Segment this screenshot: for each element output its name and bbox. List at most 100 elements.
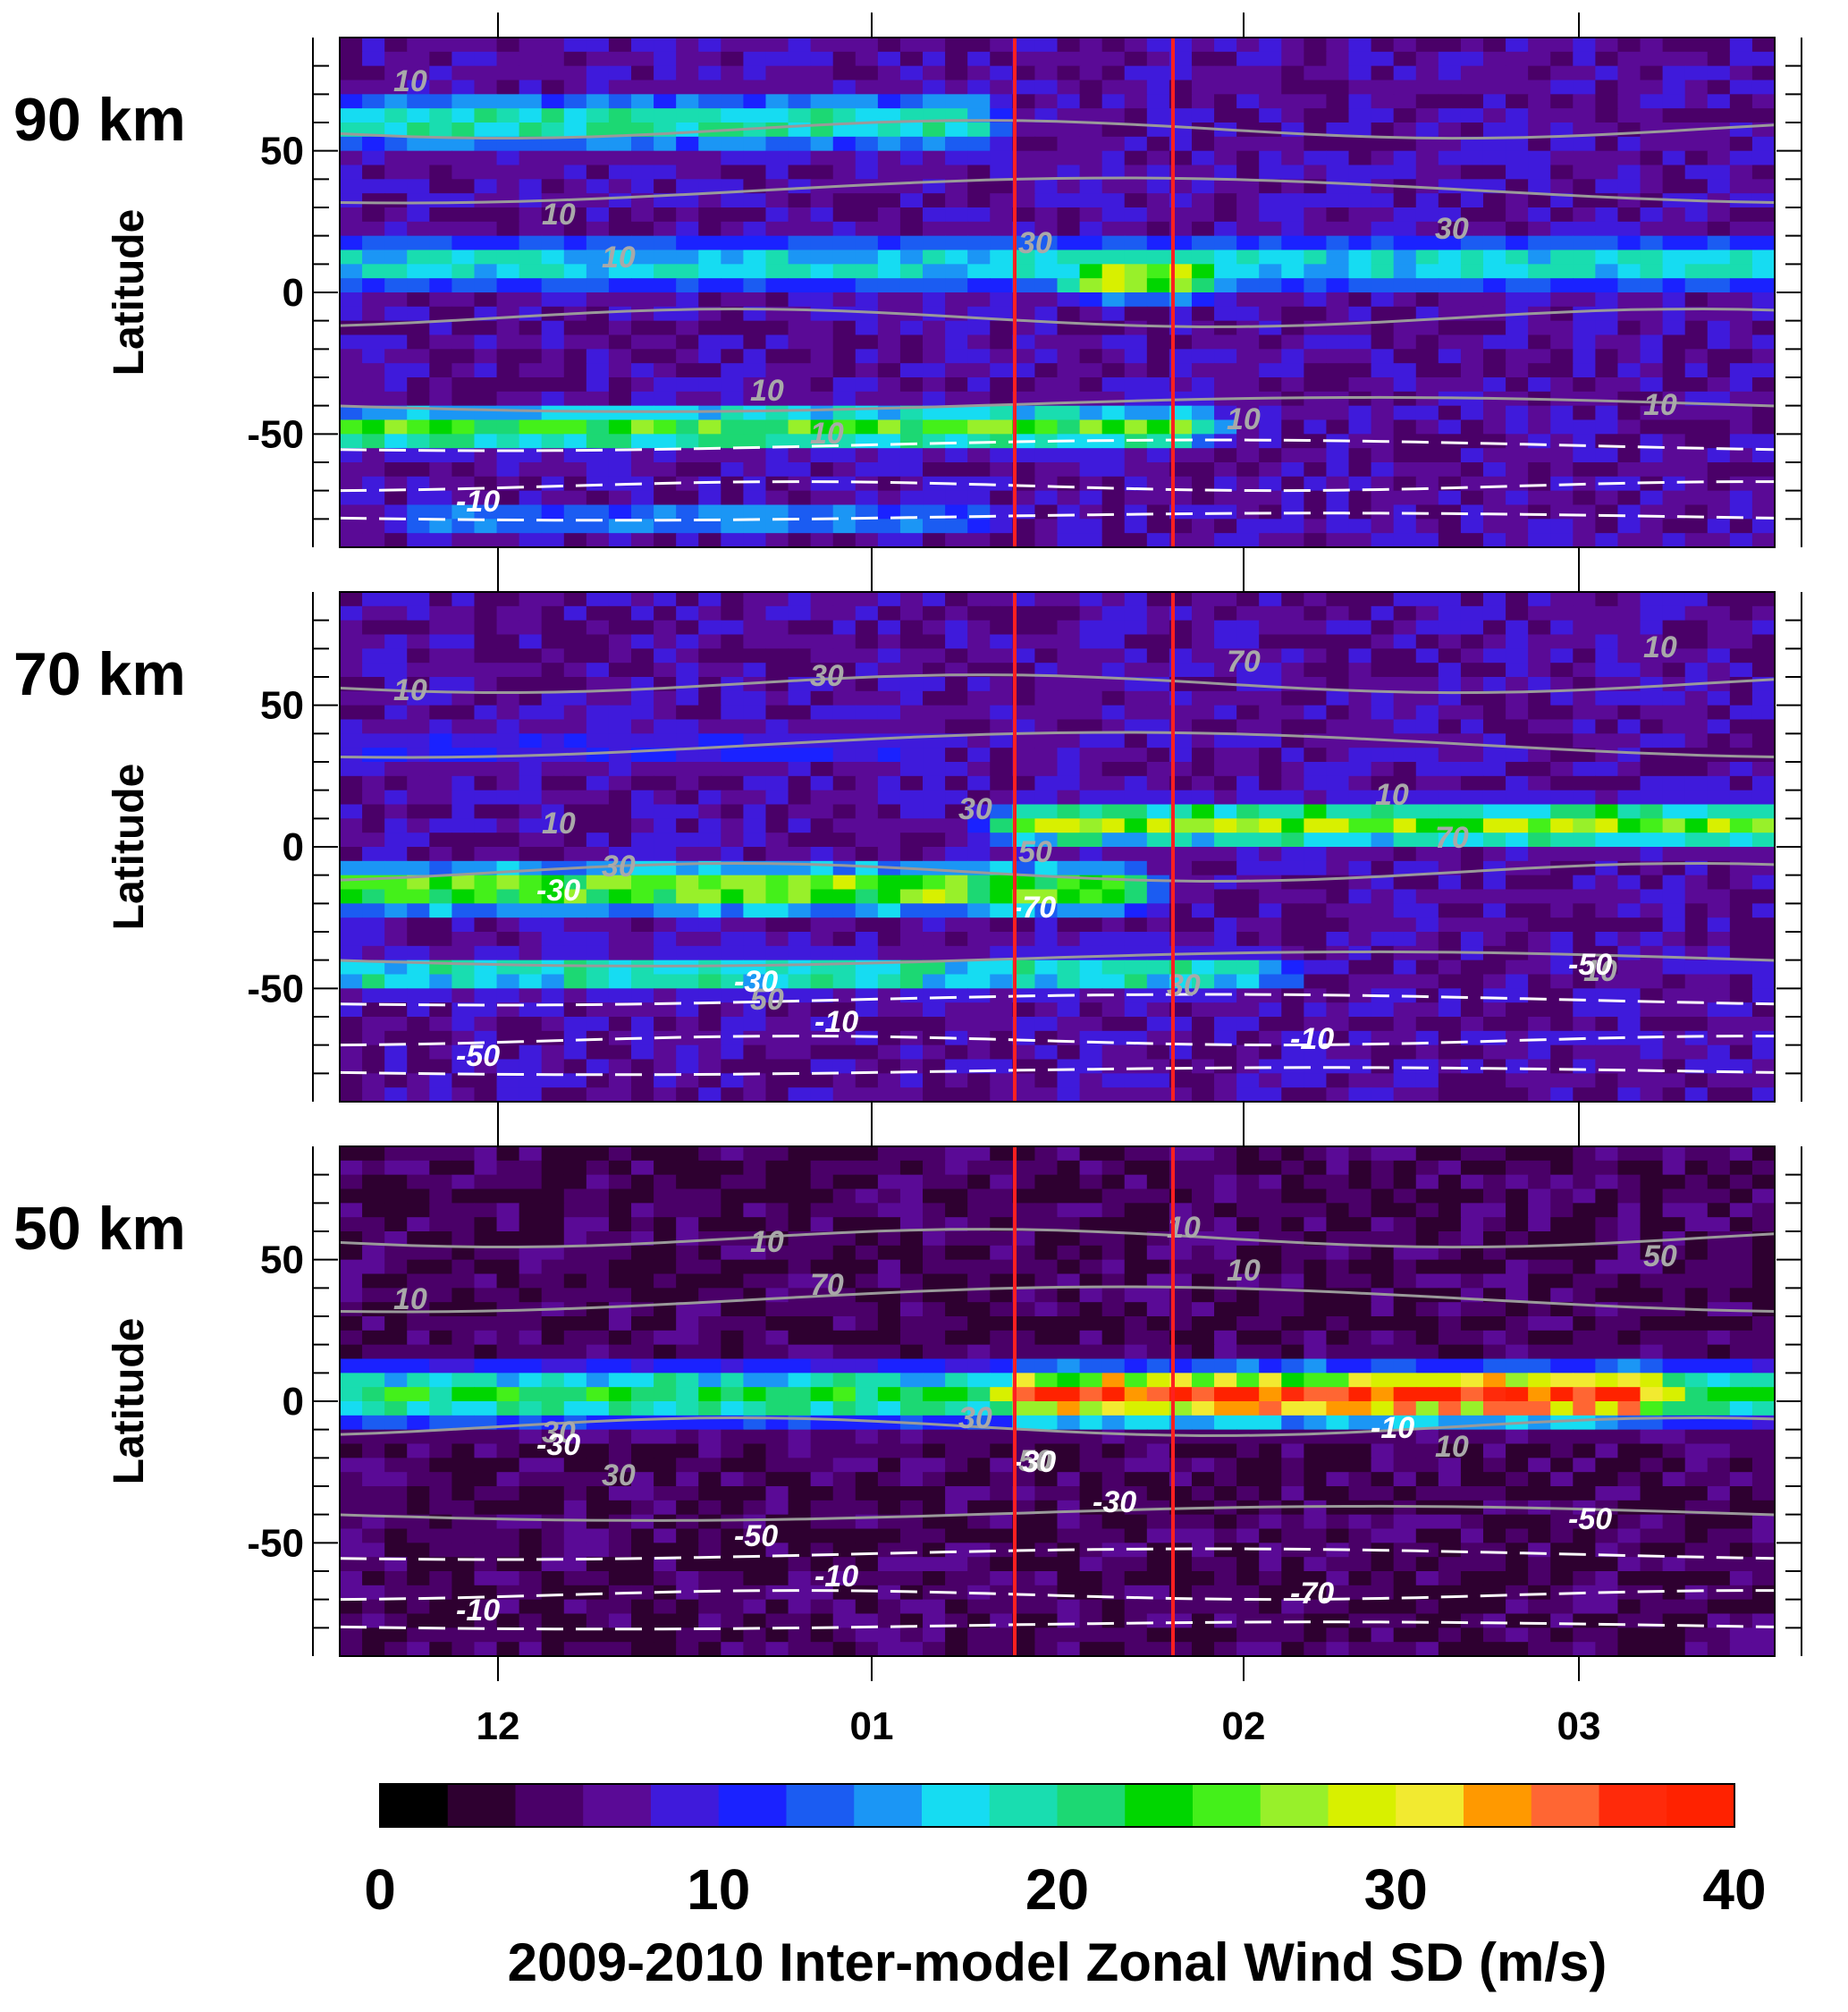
heat-cell	[945, 136, 968, 152]
heat-cell	[1438, 634, 1462, 649]
heat-cell	[1326, 179, 1350, 194]
heat-cell	[832, 278, 856, 293]
heat-cell	[1617, 519, 1641, 534]
heat-cell	[743, 448, 767, 463]
heat-cell	[1595, 690, 1619, 706]
heat-cell	[541, 80, 565, 95]
heat-cell	[743, 490, 767, 506]
heat-cell	[407, 634, 430, 649]
heat-cell	[1528, 419, 1551, 435]
heat-cell	[1281, 405, 1304, 421]
heat-cell	[698, 1073, 721, 1088]
heat-cell	[407, 108, 430, 123]
heat-cell	[407, 620, 430, 636]
heat-cell	[765, 292, 789, 308]
heat-cell	[608, 974, 632, 989]
heat-cell	[1079, 363, 1103, 378]
heat-cell	[810, 775, 834, 791]
heat-cell	[1595, 108, 1619, 123]
heat-cell	[1304, 1087, 1328, 1102]
heat-cell	[1034, 790, 1059, 806]
heat-cell	[1348, 1059, 1372, 1074]
heat-cell	[1281, 860, 1304, 876]
heat-cell	[1573, 775, 1596, 791]
heat-cell	[945, 605, 968, 621]
heat-cell	[743, 419, 767, 435]
heat-cell	[407, 448, 430, 463]
heat-cell	[721, 1017, 745, 1032]
heat-cell	[1079, 960, 1103, 976]
heat-cell	[855, 860, 879, 876]
heat-cell	[451, 748, 476, 763]
heat-cell	[631, 1160, 654, 1176]
heat-cell	[563, 490, 587, 506]
heat-cell	[1460, 960, 1484, 976]
heat-cell	[1236, 592, 1260, 607]
heat-cell	[899, 663, 924, 678]
heat-cell	[721, 249, 745, 265]
heat-cell	[1506, 775, 1529, 791]
heat-cell	[1281, 775, 1304, 791]
heat-cell	[698, 1160, 721, 1176]
heat-cell	[1707, 663, 1731, 678]
heat-cell	[1259, 1044, 1282, 1061]
heat-cell	[899, 775, 924, 791]
heat-cell	[1281, 1160, 1304, 1176]
heat-cell	[384, 1002, 408, 1018]
heat-cell	[1101, 847, 1126, 862]
heat-cell	[1057, 677, 1081, 692]
heat-cell	[1348, 391, 1372, 407]
heat-cell	[1662, 875, 1686, 891]
heat-cell	[429, 221, 452, 237]
heat-cell	[1079, 1188, 1103, 1204]
heat-cell	[1169, 1017, 1193, 1032]
heat-cell	[1236, 462, 1260, 478]
heat-cell	[765, 903, 789, 918]
heat-cell	[698, 462, 721, 478]
heat-cell	[362, 719, 385, 734]
heat-cell	[1662, 605, 1686, 621]
heat-cell	[877, 917, 901, 933]
heat-cell	[451, 1073, 476, 1088]
heat-cell	[1079, 462, 1103, 478]
heat-cell	[1214, 648, 1237, 664]
heat-cell	[496, 123, 520, 138]
heat-cell	[855, 733, 879, 748]
heat-cell	[810, 605, 834, 621]
heat-cell	[855, 748, 879, 763]
heat-cell	[541, 123, 565, 138]
heat-cell	[1506, 648, 1529, 664]
heat-cell	[496, 235, 520, 251]
heat-cell	[474, 419, 498, 435]
heat-cell	[1034, 65, 1059, 81]
heat-cell	[1506, 690, 1529, 706]
heat-cell	[1079, 1073, 1103, 1088]
heat-cell	[1528, 917, 1551, 933]
heat-cell	[1124, 519, 1148, 534]
heat-cell	[340, 663, 363, 678]
heat-cell	[1236, 419, 1260, 435]
heat-cell	[1057, 1002, 1081, 1018]
heat-cell	[1595, 448, 1619, 463]
heat-cell	[1707, 377, 1731, 393]
heat-cell	[765, 405, 789, 421]
heat-cell	[810, 1174, 834, 1190]
heat-cell	[967, 790, 991, 806]
heat-cell	[1707, 605, 1731, 621]
heat-cell	[1550, 193, 1574, 208]
heat-cell	[765, 221, 789, 237]
heat-cell	[698, 165, 721, 180]
heat-cell	[1124, 292, 1148, 308]
heat-cell	[1729, 448, 1753, 463]
heat-cell	[1506, 733, 1529, 748]
heat-cell	[608, 988, 632, 1003]
heat-cell	[990, 377, 1013, 393]
heat-cell	[1034, 136, 1059, 152]
heat-cell	[1460, 419, 1484, 435]
heat-cell	[1460, 804, 1484, 819]
heat-cell	[1371, 278, 1395, 293]
heat-cell	[1079, 748, 1103, 763]
heat-cell	[676, 833, 699, 848]
heat-cell	[1707, 634, 1731, 649]
heat-cell	[1506, 533, 1529, 547]
